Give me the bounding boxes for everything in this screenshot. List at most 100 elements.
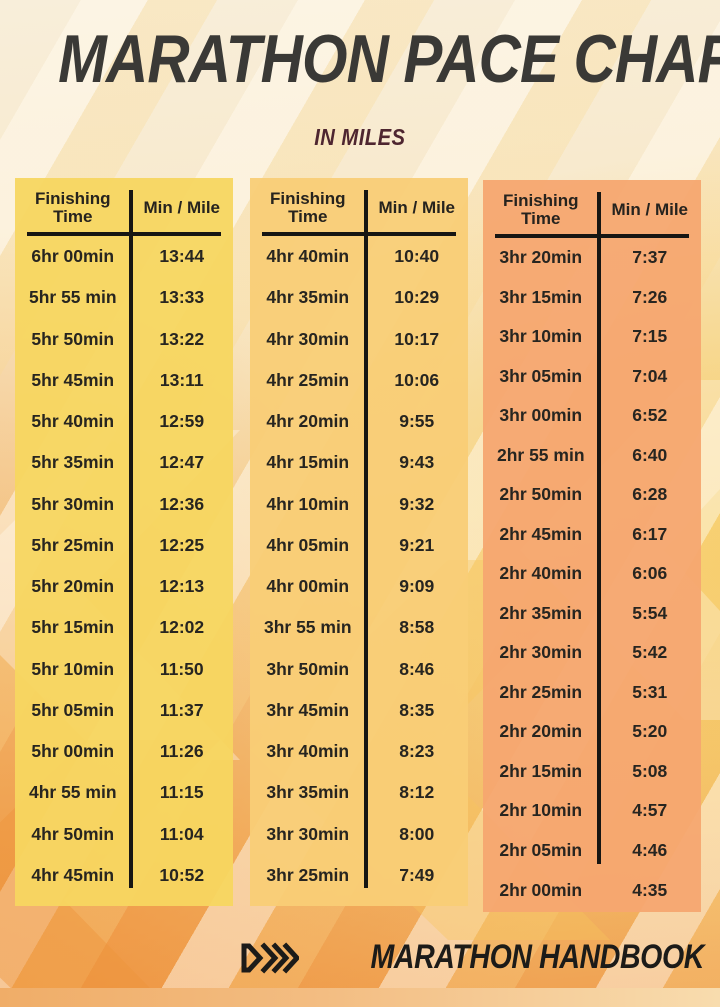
pace-value: 4:57 (632, 800, 668, 821)
pace-value: 9:21 (399, 534, 435, 555)
table-row: 5hr 55 min 13:33 (15, 287, 233, 308)
pace-value: 11:04 (159, 823, 204, 844)
finishing-time-value: 3hr 00min (499, 405, 583, 426)
pace-value: 11:26 (159, 741, 204, 762)
finishing-time-value: 6hr 00min (31, 246, 115, 267)
table-row: 6hr 00min 13:44 (15, 246, 233, 267)
pace-value: 8:46 (399, 658, 435, 679)
pace-value: 7:49 (399, 864, 435, 885)
table-row: 5hr 05min 11:37 (15, 700, 233, 721)
table-row: 2hr 25min 5:31 (483, 682, 701, 703)
finishing-time-value: 5hr 40min (31, 411, 115, 432)
table-row: 3hr 15min 7:26 (483, 287, 701, 308)
finishing-time-value: 4hr 25min (266, 369, 350, 390)
pace-value: 13:11 (159, 369, 204, 390)
finishing-time-value: 4hr 40min (266, 246, 350, 267)
pace-value: 7:15 (632, 326, 668, 347)
finishing-time-value: 2hr 35min (499, 602, 583, 623)
pace-value: 11:50 (159, 658, 204, 679)
table-row: 2hr 05min 4:46 (483, 840, 701, 861)
pace-value: 5:31 (632, 681, 668, 702)
pace-value: 8:12 (399, 782, 435, 803)
pace-value: 9:55 (399, 411, 435, 432)
finishing-time-value: 5hr 25min (31, 534, 115, 555)
table-row: 5hr 15min 12:02 (15, 617, 233, 638)
finishing-time-value: 5hr 15min (31, 617, 115, 638)
pace-value: 12:47 (159, 452, 205, 473)
table-row: 5hr 20min 12:13 (15, 576, 233, 597)
finishing-time-value: 4hr 10min (266, 493, 350, 514)
bottom-band (0, 988, 720, 1007)
pace-value: 6:28 (632, 484, 668, 505)
table-rows: 6hr 00min 13:44 5hr 55 min 13:33 5hr 50m… (15, 236, 233, 906)
table-header: Finishing Time Min / Mile (483, 188, 701, 232)
pace-value: 7:26 (632, 286, 668, 307)
pace-value: 6:17 (632, 523, 668, 544)
finishing-time-value: 3hr 10min (499, 326, 583, 347)
finishing-time-value: 3hr 35min (266, 782, 350, 803)
finishing-time-value: 5hr 45min (31, 369, 115, 390)
finishing-time-value: 5hr 20min (31, 576, 115, 597)
page-subtitle: IN MILES (314, 124, 406, 150)
finishing-time-value: 4hr 00min (266, 576, 350, 597)
finishing-time-value: 5hr 05min (31, 699, 115, 720)
pace-value: 8:35 (399, 699, 435, 720)
pace-value: 6:06 (632, 563, 668, 584)
finishing-time-value: 4hr 55 min (28, 782, 117, 803)
finishing-time-value: 3hr 20min (499, 247, 583, 268)
pace-value: 10:17 (394, 328, 440, 349)
pace-value: 8:00 (399, 823, 435, 844)
pace-value: 12:36 (159, 493, 205, 514)
pace-header: Min / Mile (143, 198, 221, 218)
table-row: 3hr 55 min 8:58 (250, 617, 468, 638)
pace-value: 12:13 (159, 576, 205, 597)
finishing-time-header: Finishing Time (269, 189, 346, 226)
table-row: 5hr 45min 13:11 (15, 370, 233, 391)
pace-value: 9:32 (399, 493, 435, 514)
finishing-time-value: 2hr 25min (499, 681, 583, 702)
table-row: 4hr 55 min 11:15 (15, 782, 233, 803)
table-row: 5hr 00min 11:26 (15, 741, 233, 762)
brand-footer: MARATHON HANDBOOK (237, 938, 704, 977)
finishing-time-value: 2hr 20min (499, 721, 583, 742)
pace-value: 12:02 (159, 617, 205, 638)
pace-value: 5:42 (632, 642, 668, 663)
table-row: 5hr 40min 12:59 (15, 411, 233, 432)
table-row: 2hr 50min 6:28 (483, 484, 701, 505)
table-row: 2hr 35min 5:54 (483, 603, 701, 624)
table-row: 3hr 30min 8:00 (250, 824, 468, 845)
pace-value: 5:20 (632, 721, 668, 742)
pace-value: 5:08 (632, 760, 668, 781)
finishing-time-value: 2hr 50min (499, 484, 583, 505)
finishing-time-value: 5hr 10min (31, 658, 115, 679)
page-title: MARATHON PACE CHART (58, 21, 720, 97)
finishing-time-value: 3hr 15min (499, 286, 583, 307)
table-row: 3hr 45min 8:35 (250, 700, 468, 721)
brand-name: MARATHON HANDBOOK (370, 938, 705, 976)
table-row: 3hr 10min 7:15 (483, 326, 701, 347)
table-header: Finishing Time Min / Mile (250, 186, 468, 230)
pace-value: 8:58 (399, 617, 435, 638)
table-row: 4hr 50min 11:04 (15, 824, 233, 845)
pace-value: 13:44 (159, 246, 205, 267)
pace-value: 12:59 (159, 411, 205, 432)
pace-value: 7:04 (632, 365, 668, 386)
table-row: 4hr 25min 10:06 (250, 370, 468, 391)
pace-table-panel-1: Finishing Time Min / Mile 6hr 00min 13:4… (15, 178, 233, 906)
pace-header: Min / Mile (611, 200, 689, 220)
pace-value: 13:33 (159, 287, 205, 308)
table-row: 4hr 05min 9:21 (250, 535, 468, 556)
pace-value: 11:15 (159, 782, 204, 803)
table-row: 5hr 50min 13:22 (15, 329, 233, 350)
pace-value: 7:37 (632, 247, 668, 268)
table-row: 4hr 30min 10:17 (250, 329, 468, 350)
table-row: 4hr 45min 10:52 (15, 865, 233, 886)
pace-value: 11:37 (159, 699, 204, 720)
pace-value: 9:43 (399, 452, 435, 473)
finishing-time-value: 5hr 50min (31, 328, 115, 349)
finishing-time-value: 4hr 15min (266, 452, 350, 473)
finishing-time-value: 4hr 35min (266, 287, 350, 308)
finishing-time-value: 4hr 05min (266, 534, 350, 555)
pace-value: 10:52 (159, 864, 205, 885)
